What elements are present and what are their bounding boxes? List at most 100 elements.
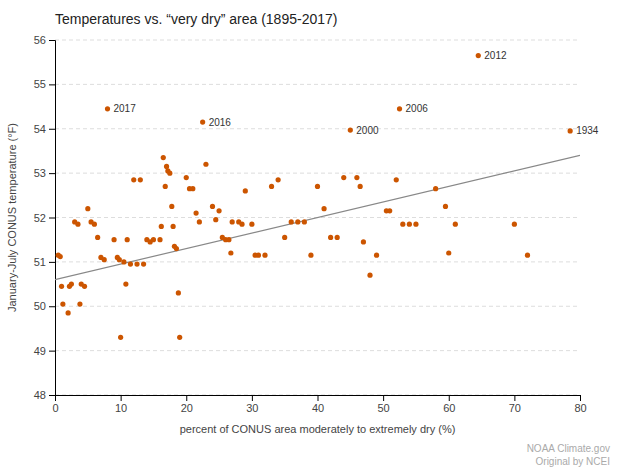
- point: [269, 184, 274, 189]
- tick-mark: [49, 40, 55, 41]
- tick-label: 48: [34, 389, 46, 401]
- tick: 54: [34, 123, 55, 135]
- point: [400, 222, 405, 227]
- tick-mark: [514, 395, 515, 401]
- tick: 50: [378, 395, 390, 414]
- tick-mark: [49, 262, 55, 263]
- tick: 0: [52, 395, 58, 414]
- point: [321, 206, 326, 211]
- point: [203, 162, 208, 167]
- point: [184, 175, 189, 180]
- point: [176, 290, 181, 295]
- tick: 52: [34, 212, 55, 224]
- grid-line: [55, 84, 580, 85]
- chart: 0102030405060708048495051525354555620122…: [0, 0, 620, 475]
- trend-line: [55, 155, 580, 279]
- point: [315, 184, 320, 189]
- point: [512, 222, 517, 227]
- tick: 50: [34, 300, 55, 312]
- tick-mark: [383, 395, 384, 401]
- point: [262, 253, 267, 258]
- point: [164, 164, 169, 169]
- y-axis: 484950515253545556: [34, 34, 56, 401]
- point: [282, 235, 287, 240]
- x-axis: 0 10 20 30 40 50 60 70 80: [52, 395, 586, 414]
- tick-mark: [318, 395, 319, 401]
- point: [193, 210, 198, 215]
- point: [69, 281, 74, 286]
- point: [200, 119, 205, 124]
- caption: Original by NCEI: [536, 456, 610, 467]
- point: [295, 219, 300, 224]
- point: [210, 204, 215, 209]
- tick-label: 20: [181, 402, 193, 414]
- grid-line: [55, 40, 580, 41]
- tick-label: 40: [312, 402, 324, 414]
- point: [161, 155, 166, 160]
- point: [289, 219, 294, 224]
- axis-line: [49, 41, 56, 396]
- point: [276, 177, 281, 182]
- tick-mark: [49, 351, 55, 352]
- point: [413, 222, 418, 227]
- point-labels: 201220172016200620001934: [114, 50, 599, 136]
- point: [197, 219, 202, 224]
- tick: 48: [34, 389, 55, 401]
- tick: 80: [574, 395, 586, 414]
- y-axis-label: January-July CONUS temperature (°F): [6, 123, 18, 312]
- point: [453, 222, 458, 227]
- point: [171, 224, 176, 229]
- point-label: 2017: [114, 103, 137, 114]
- point: [341, 175, 346, 180]
- point: [367, 273, 372, 278]
- tick-mark: [49, 173, 55, 174]
- axis-line: [56, 396, 581, 402]
- point: [151, 237, 156, 242]
- point: [174, 246, 179, 251]
- x-axis-label: percent of CONUS area moderately to extr…: [180, 423, 456, 435]
- tick: 56: [34, 34, 55, 46]
- point-label: 1934: [576, 125, 599, 136]
- point: [92, 222, 97, 227]
- point: [134, 261, 139, 266]
- caption: NOAA Climate.gov: [527, 443, 610, 454]
- tick: 30: [246, 395, 258, 414]
- point: [66, 310, 71, 315]
- grid-line: [55, 128, 580, 129]
- point: [95, 235, 100, 240]
- point: [117, 257, 122, 262]
- tick: 10: [115, 395, 127, 414]
- point: [256, 253, 261, 258]
- point: [568, 128, 573, 133]
- tick: 55: [34, 78, 55, 90]
- point: [407, 222, 412, 227]
- point: [216, 208, 221, 213]
- tick-label: 54: [34, 123, 46, 135]
- tick: 60: [443, 395, 455, 414]
- point: [239, 222, 244, 227]
- tick: 70: [509, 395, 521, 414]
- point: [128, 261, 133, 266]
- tick: 40: [312, 395, 324, 414]
- tick-mark: [252, 395, 253, 401]
- grid-line: [55, 306, 580, 307]
- tick-mark: [49, 395, 55, 396]
- point: [177, 335, 182, 340]
- tick-label: 50: [378, 402, 390, 414]
- tick-label: 60: [443, 402, 455, 414]
- point: [125, 237, 130, 242]
- tick-label: 10: [115, 402, 127, 414]
- point: [308, 253, 313, 258]
- point: [58, 254, 63, 259]
- point: [163, 184, 168, 189]
- tick-label: 50: [34, 300, 46, 312]
- tick-label: 70: [509, 402, 521, 414]
- point: [159, 224, 164, 229]
- title: Temperatures vs. “very dry” area (1895-2…: [55, 11, 337, 27]
- tick-mark: [449, 395, 450, 401]
- point: [213, 217, 218, 222]
- point: [525, 253, 530, 258]
- point: [302, 219, 307, 224]
- point: [374, 253, 379, 258]
- point: [85, 206, 90, 211]
